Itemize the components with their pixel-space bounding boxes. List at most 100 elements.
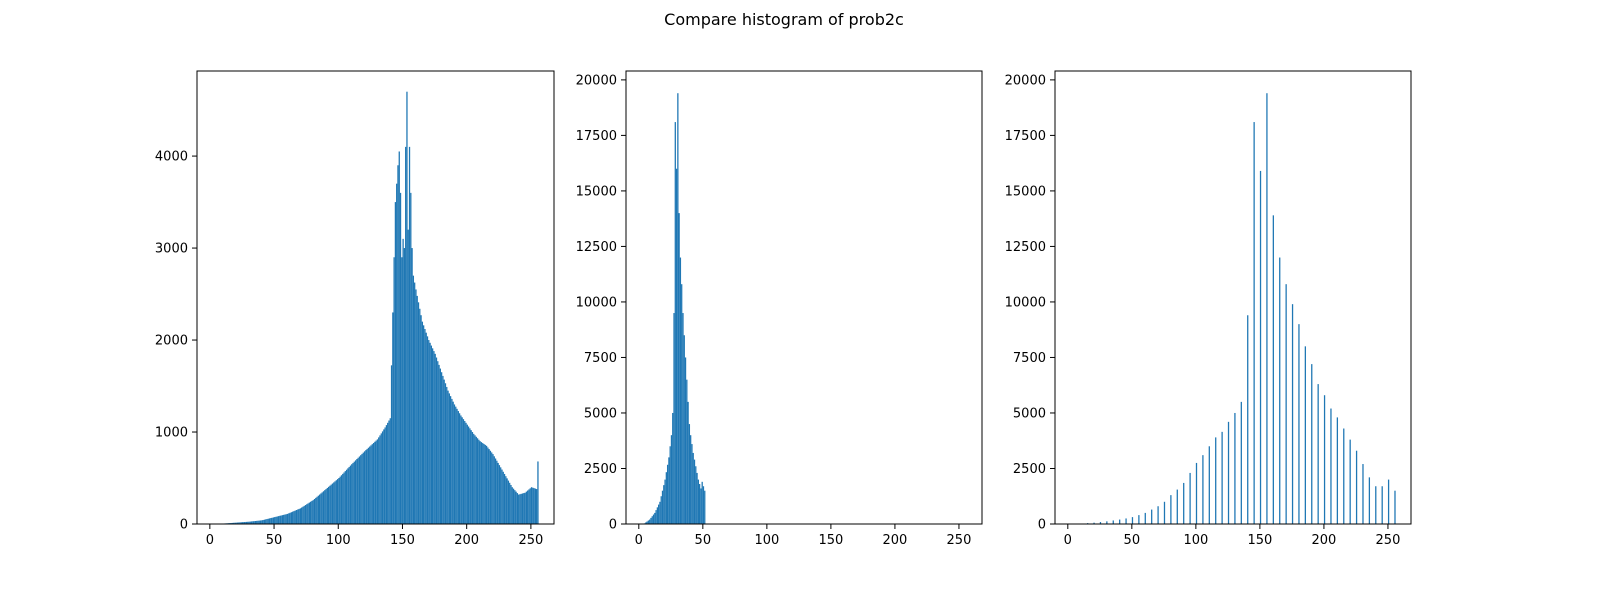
histogram-bar [380, 433, 382, 524]
histogram-bar [702, 486, 705, 524]
histogram-bar [261, 520, 263, 524]
histogram-bar [524, 492, 526, 524]
histogram-bar [532, 487, 534, 524]
histogram-bar [480, 442, 483, 524]
histogram-bar [1304, 346, 1306, 524]
y-tick-label: 12500 [1005, 240, 1046, 255]
histogram-bar [277, 516, 280, 524]
histogram-bar [663, 485, 665, 524]
histogram-bar [1221, 431, 1223, 524]
histogram-bar [435, 357, 438, 524]
histogram-bar [272, 517, 275, 524]
histogram-bar [506, 478, 508, 524]
histogram-bar [250, 521, 253, 524]
histogram-bar [1323, 395, 1326, 524]
histogram-bar [452, 401, 454, 524]
histogram-bar [419, 308, 421, 524]
histogram-bar [1330, 408, 1332, 524]
histogram-bar [405, 146, 407, 524]
histogram-bar [692, 452, 694, 524]
histogram-bar [475, 436, 477, 524]
histogram-bar [271, 517, 273, 524]
histogram-bar [482, 443, 484, 524]
histogram-bar [294, 510, 296, 524]
histogram-bar [342, 473, 344, 524]
x-tick-label: 50 [266, 533, 283, 548]
histogram-bar [691, 444, 693, 524]
y-tick-label: 12500 [576, 240, 617, 255]
histogram-bar [1272, 215, 1274, 524]
subplot-3: 0 50 100 150 200 2500250050007500100001250015… [1005, 70, 1412, 548]
histogram-bar [1298, 324, 1300, 524]
x-tick-label: 0 [206, 533, 214, 548]
histogram-bar [440, 372, 443, 524]
histogram-bar [1387, 479, 1390, 524]
histogram-bar [1093, 522, 1095, 524]
histogram-bar [307, 503, 309, 524]
histogram-bar [320, 493, 322, 524]
histogram-bar [361, 453, 363, 524]
histogram-bar [324, 490, 326, 524]
histogram-bar [502, 471, 504, 524]
y-tick-label: 3000 [155, 242, 188, 257]
histogram-bar [473, 433, 475, 524]
histogram-bar [378, 437, 380, 524]
histogram-bar [1253, 122, 1255, 524]
histogram-bar [668, 457, 670, 524]
histogram-bar [265, 519, 267, 524]
histogram-bar [267, 518, 269, 524]
histogram-bar [258, 520, 260, 524]
histogram-bar [1349, 439, 1351, 524]
histogram-bar [1355, 450, 1358, 524]
histogram-bar [444, 383, 447, 524]
y-tick-label: 15000 [576, 184, 617, 199]
y-tick-label: 0 [1038, 518, 1046, 533]
histogram-bar [416, 295, 418, 524]
histogram-bar [270, 518, 272, 524]
histogram-bar [304, 505, 307, 524]
histogram-bar [661, 490, 664, 524]
y-tick-label: 4000 [155, 150, 188, 165]
x-tick-label: 200 [454, 533, 479, 548]
histogram-bar [660, 496, 662, 524]
histogram-bar [398, 151, 400, 525]
histogram-bar [302, 506, 304, 524]
histogram-bar [424, 329, 426, 524]
histogram-bar [533, 488, 535, 524]
histogram-bar [498, 465, 501, 524]
histogram-bar [385, 425, 388, 524]
histogram-bar [1112, 520, 1114, 524]
y-tick-label: 10000 [576, 295, 617, 310]
histogram-bar [369, 446, 371, 524]
histogram-bar [466, 424, 468, 524]
histogram-bar [372, 442, 375, 524]
histogram-bar [358, 456, 361, 524]
histogram-bar [411, 248, 413, 524]
histogram-bar [469, 428, 471, 524]
histogram-bar [1317, 384, 1319, 524]
histogram-bar [321, 492, 323, 524]
histogram-bar [515, 491, 517, 524]
histogram-bar [352, 462, 354, 524]
histogram-bar [664, 479, 666, 524]
histogram-bar [339, 476, 341, 524]
histogram-bar [1259, 170, 1262, 524]
histogram-bar [1208, 446, 1210, 524]
x-tick-label: 0 [1064, 533, 1072, 548]
histogram-bar [474, 435, 476, 524]
histogram-bar [412, 275, 415, 524]
histogram-bar [509, 482, 511, 524]
histogram-bar [301, 507, 303, 524]
histogram-bar [335, 480, 337, 524]
histogram-bar [465, 422, 467, 524]
histogram-bar [1279, 257, 1281, 524]
histogram-bar [1266, 93, 1268, 525]
histogram-bar [1157, 506, 1159, 524]
histogram-bar [683, 335, 685, 524]
histogram-bar [521, 493, 524, 524]
histogram-bar [426, 336, 429, 524]
histogram-bar [646, 521, 648, 524]
histogram-bar [1234, 412, 1236, 524]
histogram-bar [651, 516, 653, 524]
histogram-bar [333, 482, 335, 524]
